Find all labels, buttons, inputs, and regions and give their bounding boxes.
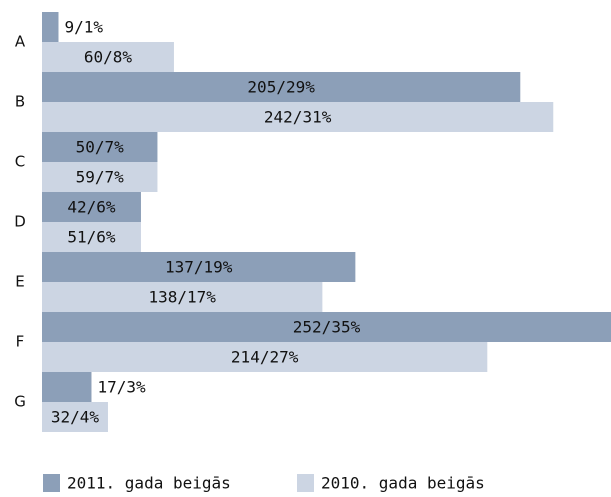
- bar: [42, 282, 323, 312]
- bar: [42, 42, 174, 72]
- value-label: 51/6%: [67, 228, 116, 247]
- bar: [42, 222, 141, 252]
- bar: [42, 102, 554, 132]
- category-label: A: [15, 33, 26, 51]
- bar: [42, 132, 158, 162]
- legend-swatch: [43, 474, 60, 492]
- category-label: F: [16, 333, 25, 351]
- bar: [42, 312, 611, 342]
- value-label: 137/19%: [165, 258, 233, 277]
- value-label: 252/35%: [293, 318, 361, 337]
- value-label: 205/29%: [247, 78, 315, 97]
- bar: [42, 252, 356, 282]
- bar: [42, 342, 488, 372]
- category-label: C: [15, 153, 25, 171]
- value-label: 17/3%: [97, 378, 146, 397]
- bar: [42, 402, 108, 432]
- legend-label: 2011. gada beigās: [67, 474, 231, 493]
- bar: [42, 12, 59, 42]
- legend-label: 2010. gada beigās: [321, 474, 485, 493]
- category-label: B: [15, 93, 25, 111]
- value-label: 60/8%: [84, 48, 133, 67]
- category-label: D: [14, 213, 26, 231]
- value-label: 138/17%: [148, 288, 216, 307]
- value-label: 9/1%: [64, 18, 103, 37]
- value-label: 42/6%: [67, 198, 116, 217]
- bar: [42, 162, 158, 192]
- value-label: 32/4%: [51, 408, 100, 427]
- value-label: 59/7%: [76, 168, 125, 187]
- legend-swatch: [297, 474, 314, 492]
- bar: [42, 72, 521, 102]
- category-label: E: [15, 273, 24, 291]
- value-label: 214/27%: [231, 348, 299, 367]
- category-label: G: [14, 393, 26, 411]
- value-label: 242/31%: [264, 108, 332, 127]
- bar: [42, 372, 92, 402]
- value-label: 50/7%: [76, 138, 125, 157]
- bar: [42, 192, 141, 222]
